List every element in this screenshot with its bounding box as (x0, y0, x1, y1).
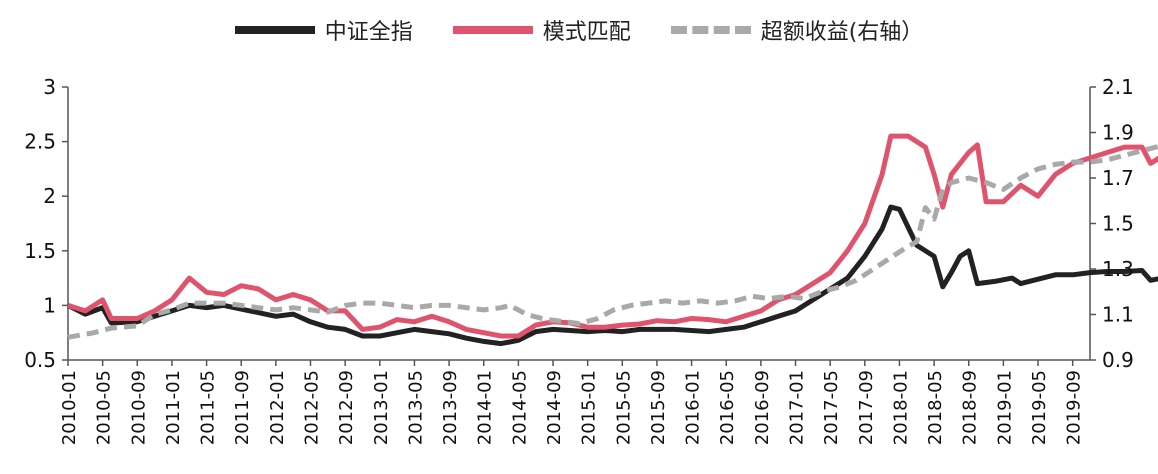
y-right-tick-label: 1.7 (1102, 166, 1134, 190)
x-tick-label: 2010-05 (94, 370, 115, 445)
y-right-tick-label: 1.9 (1102, 121, 1134, 145)
y-right-tick-label: 1.3 (1102, 257, 1134, 281)
x-tick-label: 2018-01 (890, 370, 911, 445)
y-left-tick-label: 1 (43, 293, 56, 317)
x-tick-label: 2019-01 (994, 370, 1015, 445)
x-tick-label: 2016-05 (717, 370, 738, 445)
x-tick-label: 2014-09 (544, 370, 565, 445)
x-tick-label: 2017-09 (856, 370, 877, 445)
x-tick-label: 2010-01 (59, 370, 80, 445)
x-tick-label: 2010-09 (128, 370, 149, 445)
x-tick-label: 2018-05 (925, 370, 946, 445)
x-tick-label: 2013-05 (405, 370, 426, 445)
y-left-tick-label: 3 (43, 75, 56, 99)
chart-axes (62, 86, 1096, 366)
x-tick-label: 2015-09 (648, 370, 669, 445)
legend-swatch-csi-all-share (234, 26, 315, 34)
x-tick-label: 2011-01 (163, 370, 184, 445)
y-left-tick-label: 0.5 (24, 348, 56, 372)
series-line-csi-all-share (66, 204, 1158, 347)
x-tick-label: 2017-05 (821, 370, 842, 445)
x-tick-label: 2012-01 (267, 370, 288, 445)
x-tick-label: 2019-09 (1064, 370, 1085, 445)
y-left-tick-label: 2.5 (24, 130, 56, 154)
legend-swatch-excess-return (670, 26, 751, 34)
x-tick-label: 2013-01 (371, 370, 392, 445)
chart-tick-labels: 0.5 1 1.5 2 2.5 3 0.9 1.1 1.3 1.5 1.7 1.9 2.1 2010-01… (24, 75, 1134, 445)
chart-series-lines (66, 133, 1158, 347)
y-right-tick-label: 1.5 (1102, 212, 1134, 236)
x-tick-label: 2016-09 (752, 370, 773, 445)
x-tick-label: 2012-05 (302, 370, 323, 445)
x-tick-label: 2015-01 (579, 370, 600, 445)
x-tick-label: 2018-09 (960, 370, 981, 445)
x-tick-label: 2017-01 (787, 370, 808, 445)
x-tick-label: 2013-09 (440, 370, 461, 445)
x-tick-label: 2016-01 (683, 370, 704, 445)
x-tick-label: 2014-05 (509, 370, 530, 445)
legend-item-pattern-match: 模式匹配 (452, 14, 631, 46)
y-right-tick-label: 0.9 (1102, 348, 1134, 372)
chart-legend: 中证全指 模式匹配 超额收益(右轴） (0, 14, 1158, 46)
legend-label-excess-return: 超额收益(右轴） (760, 20, 924, 45)
series-line-excess-return (67, 143, 1158, 340)
legend-swatch-pattern-match (452, 26, 533, 34)
y-right-tick-label: 2.1 (1102, 75, 1134, 99)
x-tick-label: 2014-01 (475, 370, 496, 445)
x-tick-label: 2015-05 (613, 370, 634, 445)
y-left-tick-label: 1.5 (24, 239, 56, 263)
x-tick-label: 2011-09 (232, 370, 253, 445)
x-tick-label: 2011-05 (198, 370, 219, 445)
legend-item-csi-all-share: 中证全指 (234, 14, 413, 46)
y-right-tick-label: 1.1 (1102, 303, 1134, 327)
x-tick-label: 2012-09 (336, 370, 357, 445)
y-left-tick-label: 2 (43, 184, 56, 208)
legend-item-excess-return: 超额收益(右轴） (670, 14, 924, 46)
legend-label-csi-all-share: 中证全指 (324, 20, 413, 45)
x-tick-label: 2019-05 (1029, 370, 1050, 445)
legend-label-pattern-match: 模式匹配 (542, 20, 631, 45)
